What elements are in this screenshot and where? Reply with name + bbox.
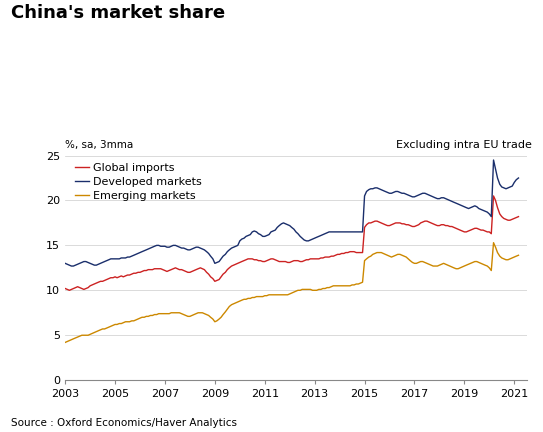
Emerging markets [403, 254, 409, 260]
Developed markets [490, 157, 497, 162]
Developed markets [405, 193, 412, 198]
Emerging markets [238, 298, 245, 303]
Global imports [247, 256, 254, 261]
Emerging markets [515, 253, 522, 258]
Global imports [490, 194, 497, 199]
Global imports [436, 223, 443, 228]
Developed markets [247, 232, 254, 237]
Line: Global imports: Global imports [65, 196, 519, 290]
Emerging markets [85, 333, 91, 338]
Developed markets [87, 261, 93, 266]
Global imports [241, 258, 247, 263]
Text: Excluding intra EU trade: Excluding intra EU trade [396, 140, 532, 150]
Developed markets [347, 229, 353, 235]
Developed markets [436, 196, 443, 201]
Text: China's market share: China's market share [11, 4, 225, 22]
Global imports [62, 286, 68, 291]
Global imports [87, 283, 93, 289]
Global imports [515, 214, 522, 219]
Global imports [347, 249, 353, 254]
Emerging markets [490, 240, 497, 245]
Emerging markets [245, 296, 251, 301]
Line: Emerging markets: Emerging markets [65, 243, 519, 343]
Text: Source : Oxford Economics/Haver Analytics: Source : Oxford Economics/Haver Analytic… [11, 418, 237, 428]
Developed markets [68, 264, 74, 269]
Line: Developed markets: Developed markets [65, 160, 519, 266]
Developed markets [241, 235, 247, 241]
Global imports [66, 288, 73, 293]
Text: %, sa, 3mma: %, sa, 3mma [65, 140, 134, 150]
Developed markets [515, 175, 522, 181]
Developed markets [62, 261, 68, 266]
Emerging markets [434, 264, 441, 269]
Emerging markets [345, 283, 351, 289]
Legend: Global imports, Developed markets, Emerging markets: Global imports, Developed markets, Emerg… [75, 163, 202, 201]
Global imports [405, 222, 412, 227]
Emerging markets [62, 340, 68, 345]
